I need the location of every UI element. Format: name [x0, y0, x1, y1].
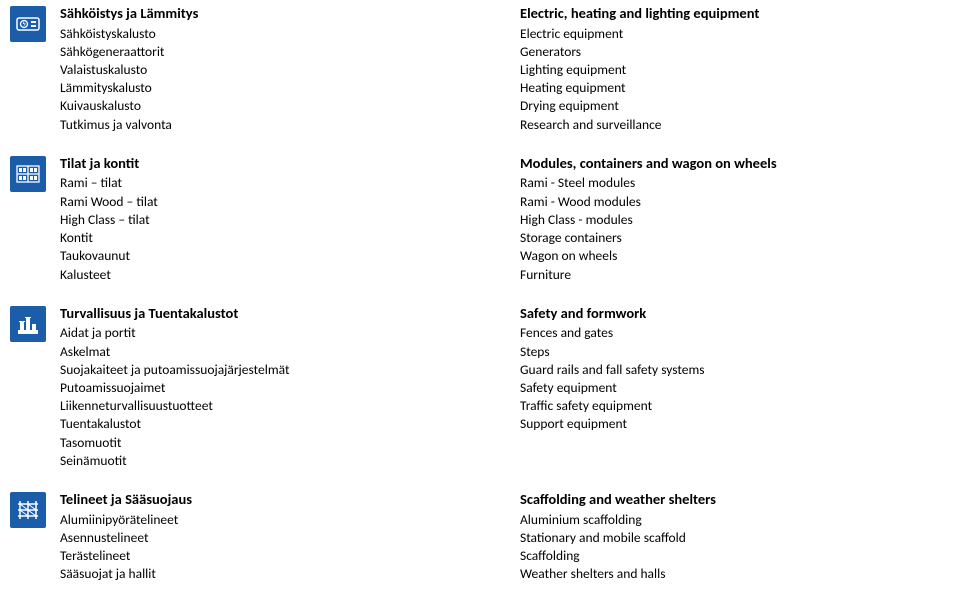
item: Asennustelineet	[60, 529, 520, 547]
section-electric: Sähköistys ja Lämmitys Sähköistyskalusto…	[10, 4, 940, 134]
item: Rami – tilat	[60, 174, 520, 192]
icon-column	[10, 4, 60, 134]
section-title-en: Electric, heating and lighting equipment	[520, 4, 940, 24]
item: Kalusteet	[60, 266, 520, 284]
section-content: Tilat ja kontit Rami – tilat Rami Wood –…	[60, 154, 940, 284]
section-title-en: Modules, containers and wagon on wheels	[520, 154, 940, 174]
section-safety: Turvallisuus ja Tuentakalustot Aidat ja …	[10, 304, 940, 470]
item: Scaffolding	[520, 547, 940, 565]
item: Support equipment	[520, 415, 940, 433]
section-containers: Tilat ja kontit Rami – tilat Rami Wood –…	[10, 154, 940, 284]
item: Traffic safety equipment	[520, 397, 940, 415]
section-scaffolding: Telineet ja Sääsuojaus Alumiinipyöräteli…	[10, 490, 940, 583]
item: Lighting equipment	[520, 61, 940, 79]
right-column: Electric, heating and lighting equipment…	[520, 4, 940, 134]
item: Suojakaiteet ja putoamissuojajärjestelmä…	[60, 361, 520, 379]
item: Weather shelters and halls	[520, 565, 940, 583]
left-column: Telineet ja Sääsuojaus Alumiinipyöräteli…	[60, 490, 520, 583]
item: Askelmat	[60, 343, 520, 361]
item: Putoamissuojaimet	[60, 379, 520, 397]
item: Liikenneturvallisuustuotteet	[60, 397, 520, 415]
item: Stationary and mobile scaffold	[520, 529, 940, 547]
item: Aidat ja portit	[60, 324, 520, 342]
item: Fences and gates	[520, 324, 940, 342]
page: Sähköistys ja Lämmitys Sähköistyskalusto…	[0, 0, 960, 584]
item: Alumiinipyörätelineet	[60, 511, 520, 529]
item: High Class - modules	[520, 211, 940, 229]
safety-icon	[10, 306, 46, 342]
item: Guard rails and fall safety systems	[520, 361, 940, 379]
item: Kontit	[60, 229, 520, 247]
item: Drying equipment	[520, 97, 940, 115]
item: Lämmityskalusto	[60, 79, 520, 97]
item: High Class – tilat	[60, 211, 520, 229]
left-column: Turvallisuus ja Tuentakalustot Aidat ja …	[60, 304, 520, 470]
item: Taukovaunut	[60, 247, 520, 265]
containers-icon	[10, 156, 46, 192]
section-title-fi: Sähköistys ja Lämmitys	[60, 4, 520, 24]
right-column: Safety and formwork Fences and gates Ste…	[520, 304, 940, 470]
item: Seinämuotit	[60, 452, 520, 470]
item: Sääsuojat ja hallit	[60, 565, 520, 583]
scaffolding-icon	[10, 492, 46, 528]
section-content: Sähköistys ja Lämmitys Sähköistyskalusto…	[60, 4, 940, 134]
item: Valaistuskalusto	[60, 61, 520, 79]
item: Electric equipment	[520, 25, 940, 43]
item: Storage containers	[520, 229, 940, 247]
section-title-fi: Telineet ja Sääsuojaus	[60, 490, 520, 510]
item: Tutkimus ja valvonta	[60, 116, 520, 134]
item: Furniture	[520, 266, 940, 284]
item: Aluminium scaffolding	[520, 511, 940, 529]
item: Kuivauskalusto	[60, 97, 520, 115]
right-column: Scaffolding and weather shelters Alumini…	[520, 490, 940, 583]
item: Rami - Steel modules	[520, 174, 940, 192]
section-title-en: Safety and formwork	[520, 304, 940, 324]
item: Sähköistyskalusto	[60, 25, 520, 43]
item: Tuentakalustot	[60, 415, 520, 433]
left-column: Tilat ja kontit Rami – tilat Rami Wood –…	[60, 154, 520, 284]
electric-icon	[10, 6, 46, 42]
left-column: Sähköistys ja Lämmitys Sähköistyskalusto…	[60, 4, 520, 134]
icon-column	[10, 154, 60, 284]
section-title-fi: Tilat ja kontit	[60, 154, 520, 174]
item: Steps	[520, 343, 940, 361]
item: Rami - Wood modules	[520, 193, 940, 211]
icon-column	[10, 304, 60, 470]
item: Terästelineet	[60, 547, 520, 565]
item: Wagon on wheels	[520, 247, 940, 265]
icon-column	[10, 490, 60, 583]
item: Generators	[520, 43, 940, 61]
section-title-en: Scaffolding and weather shelters	[520, 490, 940, 510]
item: Tasomuotit	[60, 434, 520, 452]
section-content: Telineet ja Sääsuojaus Alumiinipyöräteli…	[60, 490, 940, 583]
section-content: Turvallisuus ja Tuentakalustot Aidat ja …	[60, 304, 940, 470]
right-column: Modules, containers and wagon on wheels …	[520, 154, 940, 284]
item: Research and surveillance	[520, 116, 940, 134]
item: Sähkögeneraattorit	[60, 43, 520, 61]
item: Rami Wood – tilat	[60, 193, 520, 211]
section-title-fi: Turvallisuus ja Tuentakalustot	[60, 304, 520, 324]
item: Safety equipment	[520, 379, 940, 397]
item: Heating equipment	[520, 79, 940, 97]
